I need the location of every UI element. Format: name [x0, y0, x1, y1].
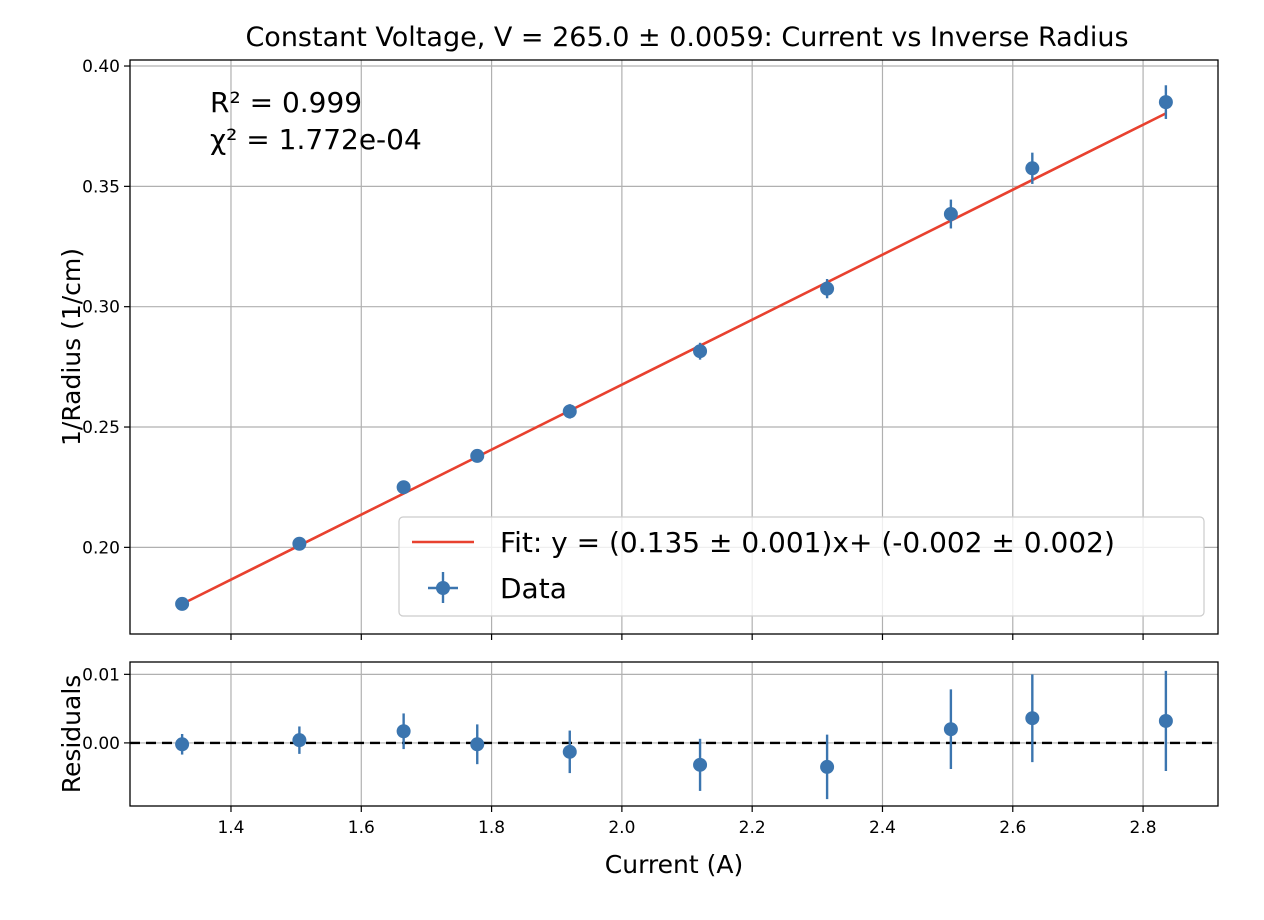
data-point-3 — [470, 448, 485, 463]
residuals-x-ticks: 1.4 1.6 1.8 2.0 2.2 2.4 2.6 2.8 — [217, 806, 1157, 838]
x-tick-label-5: 2.4 — [869, 818, 896, 838]
x-tick-label-7: 2.8 — [1130, 818, 1157, 838]
data-point-0 — [175, 596, 190, 611]
main-y-tick-label-3: 0.35 — [82, 177, 120, 197]
y-axis-label-main: 1/Radius (1/cm) — [57, 248, 86, 446]
residual-point-9 — [1158, 713, 1173, 728]
residual-point-3 — [470, 737, 485, 752]
main-y-tick-label-2: 0.30 — [82, 298, 120, 318]
y-axis-label-residuals: Residuals — [57, 675, 86, 794]
data-point-5 — [693, 344, 708, 359]
residual-point-6 — [820, 759, 835, 774]
main-x-ticks — [230, 634, 1144, 640]
data-point-2 — [396, 480, 411, 495]
main-plot-frame — [129, 59, 1219, 635]
res-y-tick-label-1: 0.01 — [82, 665, 120, 685]
residual-point-1 — [292, 733, 307, 748]
fit-line — [181, 112, 1167, 606]
data-point-8 — [1025, 161, 1040, 176]
data-points-group — [175, 85, 1173, 611]
legend: Fit: y = (0.135 ± 0.001)x+ (-0.002 ± 0.0… — [398, 516, 1205, 617]
residual-point-5 — [693, 757, 708, 772]
data-point-6 — [820, 281, 835, 296]
x-tick-label-4: 2.2 — [739, 818, 766, 838]
x-tick-label-3: 2.0 — [608, 818, 635, 838]
legend-fit-label: Fit: y = (0.135 ± 0.001)x+ (-0.002 ± 0.0… — [500, 526, 1115, 559]
data-point-4 — [562, 404, 577, 419]
main-y-ticks: 0.20 0.25 0.30 0.35 0.40 — [82, 57, 130, 558]
annotation-chi-squared: χ² = 1.772e-04 — [210, 123, 422, 156]
residuals-y-ticks: 0.00 0.01 — [82, 665, 130, 754]
x-tick-label-0: 1.4 — [217, 818, 244, 838]
x-axis-label: Current (A) — [605, 850, 743, 879]
data-point-7 — [943, 207, 958, 222]
res-y-tick-label-0: 0.00 — [82, 734, 120, 754]
residual-point-0 — [175, 737, 190, 752]
chart-title: Constant Voltage, V = 265.0 ± 0.0059: Cu… — [245, 22, 1128, 53]
main-y-tick-label-0: 0.20 — [82, 538, 120, 558]
legend-data-marker — [436, 581, 450, 595]
residuals-plot-frame — [129, 661, 1219, 807]
fit-line-group — [181, 112, 1167, 606]
residuals-plot-panel: 0.00 0.01 1.4 1.6 1.8 2.0 2.2 2.4 2.6 2.8 Residu… — [57, 661, 1219, 879]
main-y-tick-label-4: 0.40 — [82, 57, 120, 77]
x-tick-label-2: 1.8 — [478, 818, 505, 838]
main-plot-panel: 0.20 0.25 0.30 0.35 0.40 1/Radius (1/cm) R² … — [57, 57, 1219, 640]
residual-points-group — [175, 670, 1173, 800]
legend-data-label: Data — [500, 572, 567, 605]
x-tick-label-6: 2.6 — [999, 818, 1026, 838]
residual-point-2 — [396, 724, 411, 739]
data-point-9 — [1158, 95, 1173, 110]
annotation-r-squared: R² = 0.999 — [210, 86, 362, 119]
legend-frame — [398, 516, 1205, 617]
residual-point-7 — [943, 722, 958, 737]
data-point-1 — [292, 536, 307, 551]
residual-point-8 — [1025, 711, 1040, 726]
x-tick-label-1: 1.6 — [348, 818, 375, 838]
residual-point-4 — [562, 744, 577, 759]
main-y-tick-label-1: 0.25 — [82, 418, 120, 438]
residuals-grid — [130, 662, 1218, 806]
